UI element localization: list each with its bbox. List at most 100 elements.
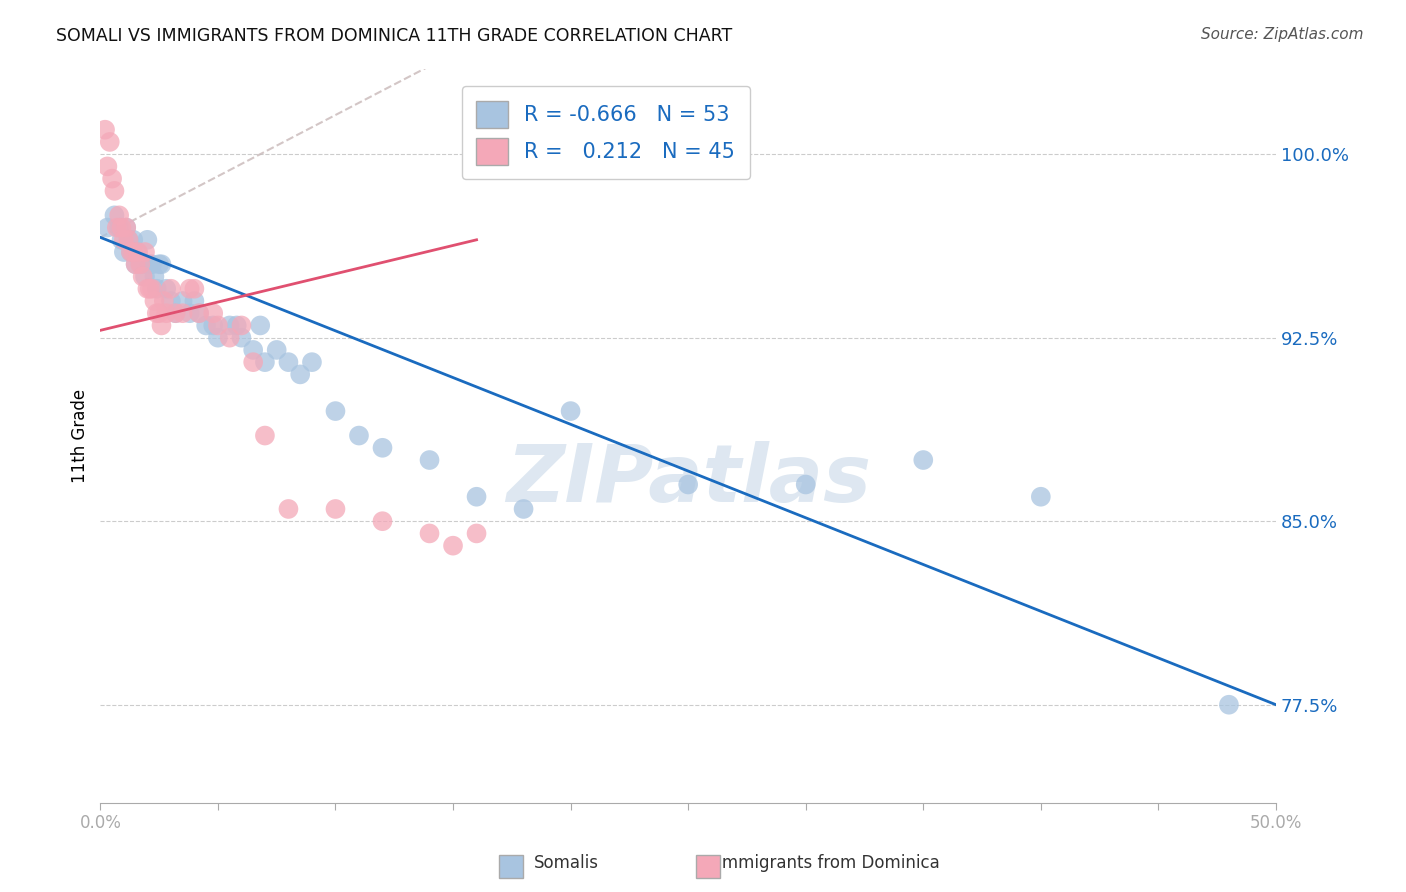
Point xyxy=(150,318,173,333)
Point xyxy=(136,282,159,296)
Point xyxy=(202,306,225,320)
Text: ZIPatlas: ZIPatlas xyxy=(506,441,870,518)
Point xyxy=(231,318,253,333)
Point xyxy=(266,343,288,357)
Point xyxy=(202,318,225,333)
Point xyxy=(301,355,323,369)
Point xyxy=(325,502,347,516)
Point xyxy=(225,318,247,333)
Point xyxy=(129,257,152,271)
Point xyxy=(253,428,276,442)
Point xyxy=(112,245,135,260)
Point xyxy=(183,282,205,296)
Point xyxy=(325,404,347,418)
Point xyxy=(115,220,138,235)
Point xyxy=(141,282,163,296)
Point xyxy=(110,233,132,247)
Point xyxy=(131,269,153,284)
Point xyxy=(124,257,146,271)
Point xyxy=(155,306,177,320)
Point xyxy=(96,220,118,235)
Point xyxy=(371,441,394,455)
Point xyxy=(136,233,159,247)
Point xyxy=(179,282,201,296)
Point xyxy=(794,477,817,491)
Point xyxy=(103,208,125,222)
Point xyxy=(188,306,211,320)
Point xyxy=(183,293,205,308)
Point xyxy=(115,220,138,235)
Point xyxy=(155,282,177,296)
Point xyxy=(110,220,132,235)
Point xyxy=(146,282,169,296)
Point xyxy=(912,453,935,467)
Point xyxy=(371,514,394,528)
Point xyxy=(141,257,163,271)
Point xyxy=(160,282,183,296)
Point xyxy=(129,257,152,271)
Point xyxy=(207,318,229,333)
Point xyxy=(277,355,299,369)
Point xyxy=(148,257,170,271)
Point xyxy=(101,171,124,186)
Point xyxy=(153,293,176,308)
Point xyxy=(131,257,153,271)
Point xyxy=(231,331,253,345)
Point xyxy=(465,526,488,541)
Point xyxy=(277,502,299,516)
Point xyxy=(290,368,312,382)
Point xyxy=(441,539,464,553)
Point xyxy=(138,282,160,296)
Point xyxy=(253,355,276,369)
Point xyxy=(195,318,218,333)
Point xyxy=(512,502,534,516)
Point xyxy=(105,220,128,235)
Point xyxy=(122,233,145,247)
Point xyxy=(127,245,149,260)
Point xyxy=(108,208,131,222)
Point xyxy=(108,220,131,235)
Point xyxy=(160,293,183,308)
Y-axis label: 11th Grade: 11th Grade xyxy=(72,389,89,483)
Point xyxy=(120,245,142,260)
Point xyxy=(465,490,488,504)
Point xyxy=(127,245,149,260)
Point xyxy=(117,233,139,247)
Point xyxy=(165,306,187,320)
Point xyxy=(134,245,156,260)
Point xyxy=(134,269,156,284)
Point xyxy=(676,477,699,491)
Text: SOMALI VS IMMIGRANTS FROM DOMINICA 11TH GRADE CORRELATION CHART: SOMALI VS IMMIGRANTS FROM DOMINICA 11TH … xyxy=(56,27,733,45)
Point xyxy=(143,293,166,308)
Point xyxy=(207,331,229,345)
Point xyxy=(143,269,166,284)
Text: Somalis: Somalis xyxy=(534,855,599,872)
Point xyxy=(418,453,440,467)
Point xyxy=(124,257,146,271)
Point xyxy=(347,428,370,442)
Point xyxy=(249,318,271,333)
Point xyxy=(188,306,211,320)
Point xyxy=(122,245,145,260)
Point xyxy=(1029,490,1052,504)
Point xyxy=(96,160,118,174)
Point xyxy=(560,404,582,418)
Point xyxy=(146,306,169,320)
Point xyxy=(242,343,264,357)
Point xyxy=(242,355,264,369)
Point xyxy=(172,306,194,320)
Point xyxy=(1218,698,1240,712)
Point xyxy=(179,306,201,320)
Point xyxy=(172,293,194,308)
Point xyxy=(218,331,240,345)
Point xyxy=(165,306,187,320)
Point xyxy=(218,318,240,333)
Text: Source: ZipAtlas.com: Source: ZipAtlas.com xyxy=(1201,27,1364,42)
Point xyxy=(117,233,139,247)
Point xyxy=(138,257,160,271)
Point xyxy=(98,135,121,149)
Legend: R = -0.666   N = 53, R =   0.212   N = 45: R = -0.666 N = 53, R = 0.212 N = 45 xyxy=(463,87,749,179)
Point xyxy=(150,257,173,271)
Point xyxy=(94,122,117,136)
Point xyxy=(418,526,440,541)
